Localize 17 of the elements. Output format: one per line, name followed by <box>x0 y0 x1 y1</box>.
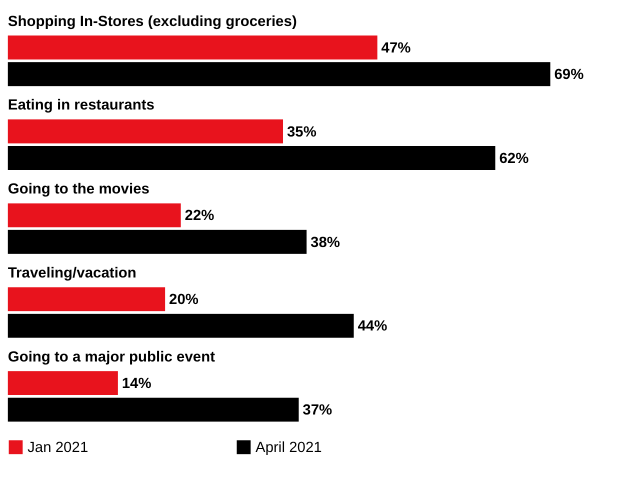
data-label: 35% <box>286 124 316 140</box>
y-tick-label: Going to the movies <box>8 182 150 198</box>
data-label: 44% <box>358 318 388 335</box>
y-tick-label: Shopping In-Stores (excluding groceries) <box>8 14 297 30</box>
legend-label: April 2021 <box>255 440 322 456</box>
y-tick-label: Traveling/vacation <box>8 265 136 282</box>
data-label: 69% <box>554 67 584 84</box>
data-label: 22% <box>184 208 214 224</box>
data-label: 14% <box>122 376 152 392</box>
y-tick-label: Eating in restaurants <box>8 98 154 114</box>
data-label: 47% <box>381 40 411 56</box>
data-label: 38% <box>310 234 340 251</box>
data-label: 62% <box>499 150 529 167</box>
legend-label: Jan 2021 <box>28 440 88 456</box>
data-label: 37% <box>302 402 332 419</box>
y-tick-label: Going to a major public event <box>8 349 216 366</box>
data-label: 20% <box>169 292 199 308</box>
